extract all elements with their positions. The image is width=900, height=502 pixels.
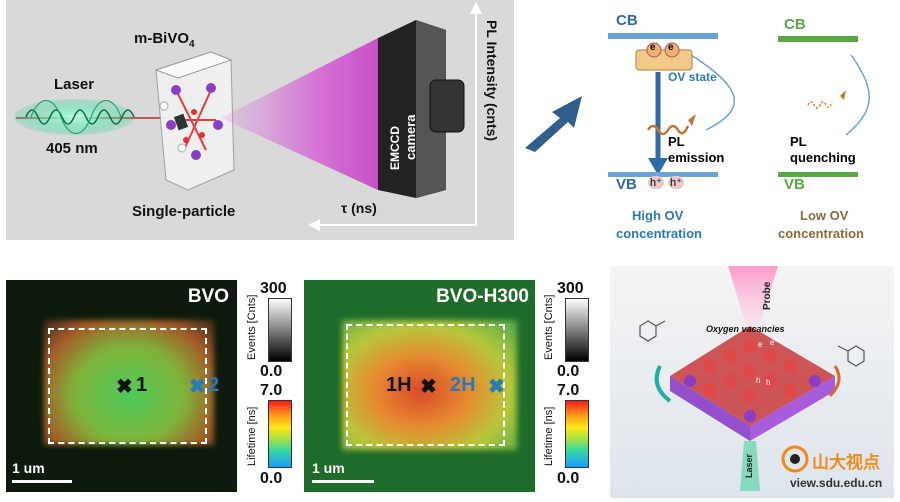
- cb-band-left: [608, 33, 718, 39]
- h300-marker-2-label: 2H: [450, 374, 476, 396]
- h300-particle-signal: [342, 320, 517, 450]
- setup-panel: m-BiVO4 Laser 405 nm Single-particle EMC…: [6, 0, 514, 240]
- pl-quench-wave: [807, 101, 833, 109]
- camera-label-1: EMCCD: [388, 126, 402, 170]
- pl-emission-1: PL: [668, 134, 685, 149]
- transition-arrow-icon: [525, 96, 582, 152]
- lifetime-max-2: 7.0: [557, 382, 580, 399]
- bvo-scale-bar: [12, 480, 72, 483]
- probe-beam: [728, 266, 778, 326]
- particle-caption: Single-particle: [132, 203, 236, 220]
- h300-marker-1-label: 1H: [386, 374, 412, 396]
- cb-right-label: CB: [784, 16, 806, 33]
- h300-roi-box: [346, 324, 505, 446]
- oxygen-vacancies-label: Oxygen vacancies: [706, 324, 785, 334]
- h300-title: BVO-H300: [436, 286, 529, 307]
- catalyst-schematic: Probe Oxygen vacancies e e⁻ h h Laser: [610, 266, 894, 498]
- crystal-structure: [159, 83, 223, 160]
- cb-left-label: CB: [616, 12, 638, 29]
- events-label-2: Events [Cnts]: [543, 294, 555, 360]
- pl-emission-2: emission: [668, 150, 725, 165]
- emission-cone: [221, 38, 378, 190]
- hole-b: h: [766, 378, 771, 387]
- bvo-marker-2-icon: ✖: [189, 376, 206, 398]
- events-label-1: Events [Cnts]: [246, 294, 258, 360]
- y-axis-label: PL Intensity (cnts): [484, 20, 500, 142]
- electron-b: e⁻: [770, 338, 779, 347]
- bvo-marker-1-icon: ✖: [116, 376, 133, 398]
- camera-lens: [429, 79, 465, 133]
- band-diagram: [608, 33, 870, 177]
- pl-emission-wave: [646, 124, 690, 136]
- cb-band-right: [778, 36, 858, 42]
- vb-band-left: [608, 172, 718, 177]
- flim-map-bvo: BVO ✖ 1 ✖ 2 1 um: [6, 280, 237, 492]
- bvo-roi-box: [48, 328, 207, 444]
- camera-label-2: camera: [403, 114, 418, 160]
- hole-2: h⁺: [668, 176, 684, 189]
- laser-label: Laser: [54, 76, 95, 93]
- watermark-url: view.sdu.edu.cn: [790, 476, 883, 490]
- lifetime-min-2: 0.0: [557, 470, 580, 487]
- low-ov-caption-1: Low OV: [800, 208, 849, 223]
- laser-beam-bottom: [740, 441, 760, 491]
- events-colorbar-1: [268, 298, 292, 362]
- pl-quench-1: PL: [790, 134, 807, 149]
- lifetime-max-1: 7.0: [260, 382, 283, 399]
- hole-a: h: [756, 376, 761, 385]
- laser-wave: [25, 109, 135, 125]
- vb-left-label: VB: [616, 176, 637, 193]
- setup-illustration: [14, 2, 482, 231]
- bvo-marker-1-label: 1: [136, 374, 148, 396]
- events-max-1: 300: [260, 280, 287, 297]
- watermark-name: 山大视点: [812, 453, 880, 472]
- h300-scale-bar: [312, 480, 374, 483]
- h300-scale-label: 1 um: [312, 460, 345, 476]
- ov-state-box: [635, 49, 693, 71]
- probe-label: Probe: [762, 281, 773, 310]
- material-label: m-BiVO4: [134, 30, 195, 50]
- high-ov-caption-2: concentration: [616, 226, 702, 241]
- lifetime-label-1: Lifetime [ns]: [246, 406, 258, 466]
- h300-marker-2-icon: ✖: [488, 376, 505, 398]
- bvo-title: BVO: [187, 286, 229, 307]
- pl-quench-2: quenching: [790, 150, 856, 165]
- bvo-marker-2-label: 2: [208, 374, 220, 396]
- h300-marker-1-icon: ✖: [420, 376, 437, 398]
- vb-right-label: VB: [784, 176, 805, 193]
- flim-map-h300: BVO-H300 1H ✖ 2H ✖ 1 um: [304, 280, 535, 492]
- electron-a: e: [758, 340, 763, 349]
- molecule-right-icon: [837, 345, 865, 367]
- lifetime-min-1: 0.0: [260, 470, 283, 487]
- events-min-1: 0.0: [260, 363, 283, 380]
- laser-wavelength: 405 nm: [46, 140, 98, 157]
- lifetime-colorbar-1: [268, 400, 292, 468]
- bvo-scale-label: 1 um: [12, 460, 45, 476]
- hole-1: h⁺: [648, 176, 664, 189]
- events-max-2: 300: [557, 280, 584, 297]
- x-axis-label: τ (ns): [341, 200, 377, 216]
- electron-1: e: [650, 42, 656, 53]
- high-ov-caption-1: High OV: [632, 208, 684, 223]
- bvo-particle-signal: [44, 320, 214, 445]
- sdu-logo-icon: [780, 444, 810, 474]
- electron-2: e: [668, 42, 674, 53]
- molecule-left-icon: [639, 320, 666, 342]
- events-colorbar-2: [565, 298, 589, 362]
- lifetime-colorbar-2: [565, 400, 589, 468]
- events-min-2: 0.0: [557, 363, 580, 380]
- laser-bottom-label: Laser: [744, 453, 754, 478]
- vb-band-right: [778, 172, 858, 177]
- low-ov-caption-2: concentration: [778, 226, 864, 241]
- ov-state-label: OV state: [668, 70, 717, 84]
- lifetime-label-2: Lifetime [ns]: [543, 406, 555, 466]
